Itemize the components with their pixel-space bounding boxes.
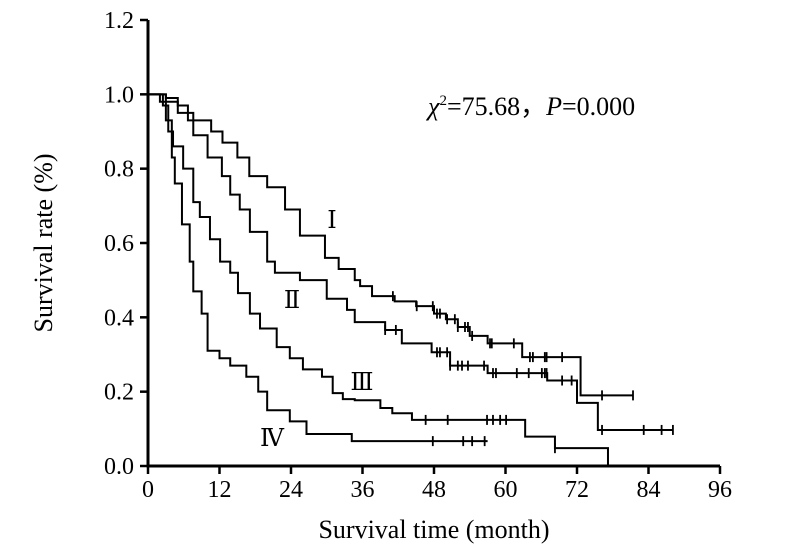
km-step-line xyxy=(148,93,488,443)
x-tick-label: 36 xyxy=(351,477,375,503)
y-tick-label: 0.2 xyxy=(104,380,134,406)
y-tick-label: 0.4 xyxy=(104,305,134,331)
series-1-curve xyxy=(148,93,634,401)
y-tick-label: 0.0 xyxy=(104,454,134,480)
series-label-1: Ⅰ xyxy=(327,208,336,234)
x-tick-label: 24 xyxy=(279,477,303,503)
series-label-2: Ⅱ xyxy=(284,288,300,314)
curves xyxy=(148,93,674,467)
y-axis-label: Survival rate (%) xyxy=(29,153,58,332)
series-label-4: Ⅳ xyxy=(260,426,285,452)
chi-symbol: χ xyxy=(425,92,440,121)
y-tick-label: 1.0 xyxy=(104,82,134,108)
x-tick-label: 12 xyxy=(208,477,232,503)
x-tick-label: 60 xyxy=(494,477,518,503)
y-tick-label: 0.6 xyxy=(104,231,134,257)
x-tick-label: 0 xyxy=(142,477,154,503)
y-tick-label: 1.2 xyxy=(104,8,134,34)
series-4-curve xyxy=(148,93,488,447)
p-value: =0.000 xyxy=(562,92,635,121)
p-label: P xyxy=(545,92,562,121)
x-tick-label: 48 xyxy=(422,477,446,503)
x-tick-label: 96 xyxy=(708,477,732,503)
labels: Survival rate (%) Survival time (month) … xyxy=(29,92,635,544)
axes: 0.0 0.2 0.4 0.6 0.8 1.0 1.2 0 12 24 36 48 60 72 84 96 xyxy=(104,8,732,503)
series-3-curve xyxy=(148,93,640,467)
series-2-curve xyxy=(148,93,674,435)
series-label-3: Ⅲ xyxy=(350,370,373,396)
stats-annotation: χ2=75.68，P=0.000 xyxy=(425,92,635,121)
x-axis-label: Survival time (month) xyxy=(318,515,549,544)
chi-value: =75.68， xyxy=(447,92,546,121)
km-step-line xyxy=(148,93,673,431)
km-step-line xyxy=(148,93,640,467)
x-tick-label: 84 xyxy=(637,477,661,503)
x-tick-label: 72 xyxy=(565,477,589,503)
y-tick-label: 0.8 xyxy=(104,157,134,183)
chi-superscript: 2 xyxy=(439,93,447,109)
